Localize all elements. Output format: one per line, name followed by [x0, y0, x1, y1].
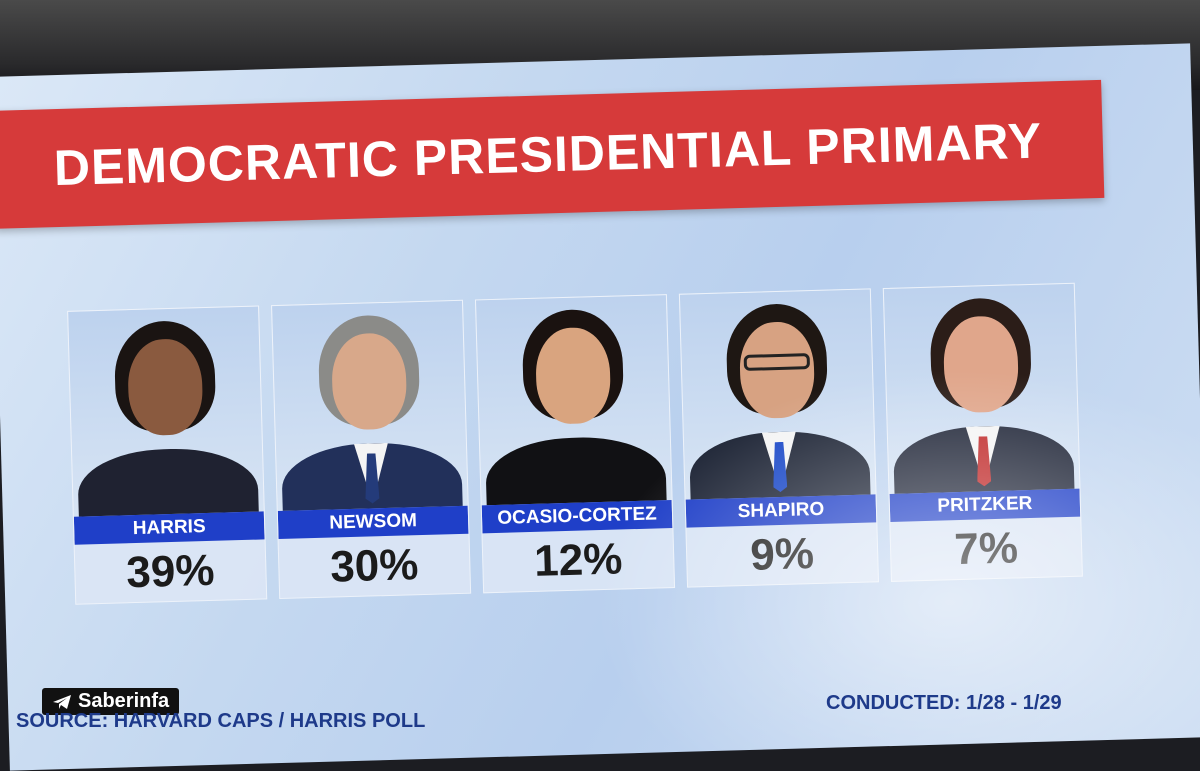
candidate-card-newsom: NEWSOM 30%: [271, 299, 472, 600]
candidate-card-shapiro: SHAPIRO 9%: [678, 288, 880, 588]
page-title: DEMOCRATIC PRESIDENTIAL PRIMARY: [53, 112, 1043, 197]
candidate-photo: [883, 283, 1080, 494]
candidate-photo: [272, 300, 468, 512]
candidate-card-pritzker: PRITZKER 7%: [882, 282, 1083, 582]
candidate-name: NEWSOM: [277, 505, 469, 540]
candidate-card-ocasio-cortez: OCASIO-CORTEZ 12%: [474, 294, 676, 594]
candidate-name: PRITZKER: [889, 488, 1081, 522]
face-shape: [942, 315, 1020, 414]
title-banner: DEMOCRATIC PRESIDENTIAL PRIMARY: [0, 79, 1105, 229]
outfit-shape: [484, 435, 668, 506]
watermark-badge: Saberinfa: [42, 688, 180, 715]
candidate-photo: [68, 306, 264, 517]
telegram-icon: [53, 694, 71, 709]
candidate-name: SHAPIRO: [685, 494, 877, 528]
face-shape: [126, 338, 204, 437]
tv-screen: DEMOCRATIC PRESIDENTIAL PRIMARY HARRIS 3…: [0, 43, 1200, 771]
candidate-name: HARRIS: [73, 511, 265, 545]
glasses-shape: [743, 353, 811, 371]
face-shape: [330, 332, 408, 431]
candidate-percent: 7%: [953, 523, 1019, 575]
conducted-dates: CONDUCTED: 1/28 - 1/29: [826, 692, 1062, 714]
watermark-text: Saberinfa: [78, 690, 170, 712]
face-shape: [534, 326, 612, 425]
candidate-photo: [679, 289, 876, 500]
candidate-percent: 39%: [125, 545, 216, 598]
source-note: SOURCE: HARVARD CAPS / HARRIS POLL: [16, 710, 426, 732]
outfit-shape: [77, 446, 260, 517]
candidate-photo: [475, 295, 672, 506]
candidate-cards: HARRIS 39% NEWSOM 30% OCASIO-CORTEZ 12%: [67, 282, 1085, 611]
candidate-percent: 9%: [749, 529, 815, 580]
candidate-percent: 12%: [533, 534, 623, 586]
candidate-card-harris: HARRIS 39%: [67, 305, 268, 605]
candidate-percent: 30%: [329, 540, 420, 592]
candidate-name: OCASIO-CORTEZ: [481, 500, 673, 534]
